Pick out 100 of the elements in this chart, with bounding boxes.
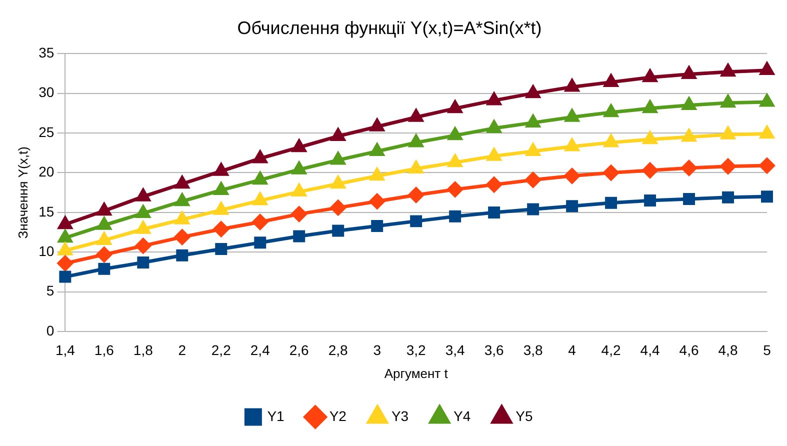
point [292,140,306,152]
legend-label: Y1 [267,408,285,424]
point [331,152,346,165]
point [136,221,150,234]
point [448,128,462,140]
point [487,148,502,161]
point [603,164,619,180]
point [644,194,656,207]
point [370,144,384,156]
x-tick-label: 4,4 [640,342,660,358]
point [409,134,424,148]
point [410,215,422,228]
x-tick-label: 1,6 [94,342,114,358]
x-tick-label: 4,8 [718,342,738,358]
point [409,161,424,174]
x-tick-label: 2,2 [211,342,232,358]
y-tick-label: 5 [46,282,54,299]
point [175,212,190,224]
legend-label: Y2 [329,408,347,424]
point [175,194,190,206]
point [448,154,462,168]
point [330,200,346,216]
x-tick-label: 2,6 [289,342,310,358]
point [136,188,150,202]
point [487,92,502,106]
point [643,70,657,82]
x-tick-label: 1,4 [55,342,76,358]
point [682,66,696,79]
point [58,216,72,230]
x-tick-label: 3,8 [523,342,543,358]
x-tick-label: 3,6 [484,342,504,358]
point [292,162,306,174]
chart-title: Обчислення функції Y(x,t)=A*Sin(x*t) [237,18,542,38]
point [96,246,112,262]
point [643,100,657,114]
point [97,203,112,216]
point [526,144,540,156]
point [135,238,151,254]
point [97,232,112,246]
point [371,220,384,232]
point [253,172,268,185]
point [565,138,579,152]
legend-label: Y5 [516,408,534,424]
point [369,194,385,210]
x-tick-label: 2 [178,342,186,358]
point [564,168,580,184]
y-tick-label: 25 [38,124,54,140]
point [370,118,384,132]
point [759,158,775,174]
point [175,176,190,189]
point [98,262,110,275]
x-tick-label: 3 [373,342,382,358]
legend-label: Y3 [391,408,409,424]
point [526,86,540,98]
point [331,128,346,141]
point [213,221,229,237]
point [487,120,502,134]
point [332,224,344,237]
point [331,176,346,189]
point [526,114,540,128]
point [58,230,72,243]
point [215,243,228,255]
point [486,176,502,192]
point [721,64,735,77]
point [604,104,618,118]
point [760,94,774,107]
point [682,97,696,110]
point [760,126,774,139]
x-tick-label: 3,2 [406,342,426,358]
point [447,182,463,198]
point [604,134,618,148]
point [97,217,112,230]
y-tick-label: 10 [38,243,54,260]
point [176,249,188,262]
point [293,230,306,242]
x-tick-label: 4,2 [601,342,621,358]
x-tick-label: 1,8 [133,342,154,358]
y-tick-label: 0 [46,322,54,338]
point [174,229,190,245]
point [57,256,73,272]
legend-label: Y4 [454,408,471,424]
x-axis-title: Аргумент t [384,366,448,381]
point [136,206,150,218]
point [565,79,579,92]
point [605,196,618,209]
point [448,100,462,114]
x-tick-label: 5 [763,342,772,358]
y-tick-label: 35 [38,44,54,60]
point [59,270,72,283]
point [254,236,266,249]
point [370,168,384,181]
x-tick-label: 2,8 [328,342,348,358]
y-tick-label: 30 [38,84,54,100]
point [682,129,696,142]
point [409,109,424,122]
y-tick-label: 20 [38,164,54,180]
point [681,160,697,176]
point [722,191,734,204]
point [721,126,735,140]
point [566,200,578,212]
